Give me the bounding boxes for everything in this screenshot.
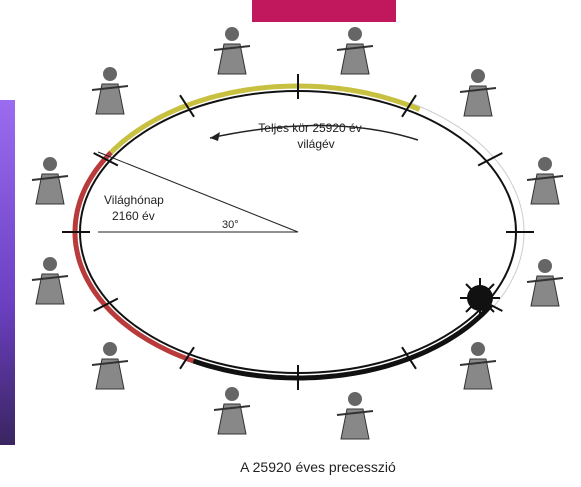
zodiac-icon	[214, 387, 250, 434]
page: Teljes kör 25920 év világév Világhónap 2…	[0, 0, 581, 487]
zodiac-icon	[527, 259, 563, 306]
icon-head	[43, 257, 57, 271]
icon-head	[538, 157, 552, 171]
icon-head	[348, 392, 362, 406]
icon-head	[225, 27, 239, 41]
top-banner	[252, 0, 396, 22]
sector-label: Világhónap	[104, 193, 164, 207]
icon-head	[103, 342, 117, 356]
zodiac-icon	[32, 157, 68, 204]
age-arc	[111, 86, 420, 153]
sun	[460, 278, 500, 318]
zodiac-icon	[32, 257, 68, 304]
arrow-label: világév	[297, 137, 334, 151]
angle-label: 30°	[222, 219, 239, 231]
zodiac-icon	[337, 27, 373, 74]
zodiac-icon	[92, 342, 128, 389]
icon-head	[103, 67, 117, 81]
icon-head	[348, 27, 362, 41]
arrow-head	[210, 132, 220, 141]
zodiac-icon	[92, 67, 128, 114]
icon-head	[538, 259, 552, 273]
arrow-label: Teljes kör 25920 év	[258, 121, 361, 135]
icon-head	[43, 157, 57, 171]
side-panel	[0, 100, 15, 445]
icon-head	[471, 342, 485, 356]
sector-label: 2160 év	[112, 209, 155, 223]
zodiac-icon	[460, 342, 496, 389]
diagram: Teljes kör 25920 év világév Világhónap 2…	[0, 0, 581, 487]
caption: A 25920 éves precesszió	[240, 459, 396, 475]
outer-trace	[411, 103, 524, 307]
zodiac-icon	[527, 157, 563, 204]
zodiac-icon	[337, 392, 373, 439]
zodiac-icon	[214, 27, 250, 74]
icon-head	[225, 387, 239, 401]
zodiac-icon	[460, 69, 496, 116]
icon-head	[471, 69, 485, 83]
